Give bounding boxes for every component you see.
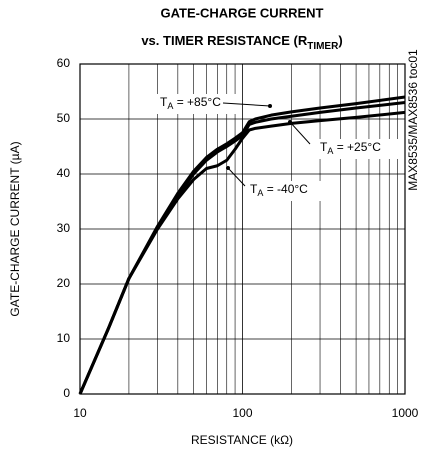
chart-title: GATE-CHARGE CURRENT (161, 5, 324, 20)
y-tick-label: 60 (57, 56, 71, 70)
x-tick-label: 10 (73, 406, 87, 420)
label-background (317, 139, 399, 159)
series-label: = -40°C (263, 182, 308, 196)
y-axis-label: GATE-CHARGE CURRENT (µA) (8, 141, 22, 316)
chart-title: TIMER (307, 41, 339, 52)
y-tick-label: 50 (57, 111, 71, 125)
series-label: A (167, 101, 173, 111)
chart-title: ) (338, 33, 342, 48)
line (78, 110, 406, 395)
label-background (157, 94, 239, 114)
annotation-arrow (227, 167, 246, 187)
y-tick-label: 40 (57, 166, 71, 180)
y-tick-label: 10 (57, 331, 71, 345)
series-label: A (257, 188, 263, 198)
side-note: MAX8535/MAX8536 toc01 (406, 49, 420, 191)
series-label: A (327, 146, 333, 156)
chart-title: vs. TIMER RESISTANCE (RTIMER) (141, 33, 342, 51)
series-label: TA = +25°C (320, 140, 381, 156)
arrow-head (268, 104, 272, 108)
x-tick-label: 100 (232, 406, 252, 420)
series-label: T (160, 95, 168, 109)
series-label: TA = +85°C (160, 95, 221, 111)
plot-frame (79, 63, 406, 395)
x-axis-label: RESISTANCE (kΩ) (191, 433, 293, 447)
annotation-arrow (289, 121, 311, 145)
series-label: = +85°C (173, 95, 221, 109)
y-tick-label: 0 (63, 386, 70, 400)
y-tick-label: 30 (57, 221, 71, 235)
series-label: = +25°C (333, 140, 381, 154)
series-label: T (250, 182, 258, 196)
series-label: T (320, 140, 328, 154)
arrow-head (226, 166, 230, 170)
chart-title: vs. TIMER RESISTANCE (R (141, 33, 308, 48)
annotation-arrow (222, 102, 271, 107)
series-label: TA = -40°C (250, 182, 308, 198)
x-tick-label: 1000 (392, 406, 419, 420)
label-background (247, 181, 329, 201)
y-tick-label: 20 (57, 276, 71, 290)
